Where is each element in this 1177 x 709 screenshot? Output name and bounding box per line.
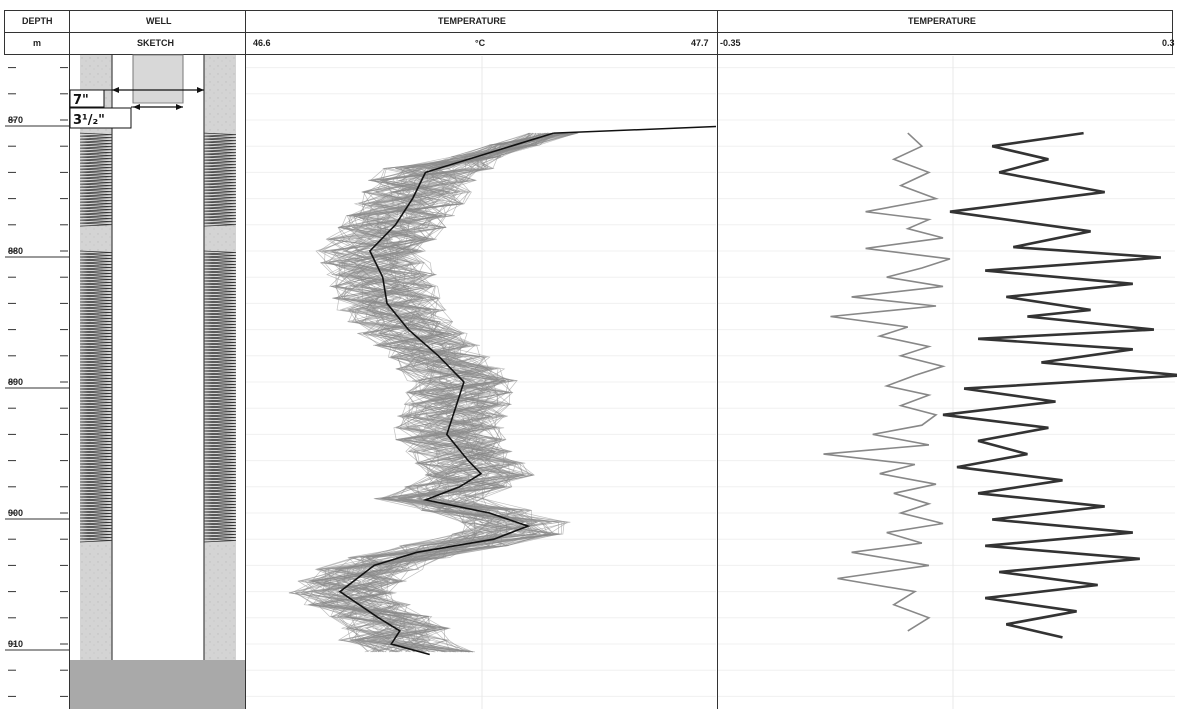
ensemble-line	[319, 132, 537, 653]
ensemble-line	[307, 133, 540, 653]
mean-temperature-line	[338, 132, 554, 656]
temperature-panel-2	[718, 56, 1177, 709]
inner-tubing	[132, 54, 184, 104]
ensemble-line	[313, 132, 574, 653]
ensemble-line	[310, 132, 538, 653]
borehole	[112, 55, 204, 660]
ensemble-line	[326, 132, 557, 653]
outer-casing-label: 7"	[73, 93, 89, 108]
depth-header: DEPTH	[22, 16, 53, 26]
ensemble-line	[338, 132, 530, 653]
outer-casing-box	[69, 89, 105, 108]
depth-unit: m	[33, 38, 41, 48]
temp1-max: 47.7	[691, 38, 709, 48]
outer-arrow-head-left	[112, 87, 119, 93]
sump	[70, 660, 245, 709]
temp1-min: 46.6	[253, 38, 271, 48]
ensemble-line	[326, 132, 540, 653]
depth-label: 880	[8, 246, 23, 256]
inner-casing-label: 3¹/₂"	[73, 113, 105, 128]
anomaly-thin-line	[823, 132, 951, 632]
inner-casing-box	[69, 107, 132, 129]
well-header: WELL	[146, 16, 172, 26]
ensemble-line	[321, 132, 563, 653]
temp2-max: 0.3	[1162, 38, 1175, 48]
depth-label: 890	[8, 377, 23, 387]
screen-slots	[203, 132, 237, 227]
depth-label: 900	[8, 508, 23, 518]
ensemble-line	[314, 132, 578, 653]
well-sketch: 7" 3¹/₂"	[69, 54, 245, 709]
outer-arrow-head-right	[197, 87, 204, 93]
screen-slots	[203, 250, 237, 543]
ensemble-line	[329, 132, 577, 653]
temp1-unit: °C	[475, 38, 486, 48]
screen-zigzags	[79, 132, 237, 543]
ensemble-line	[316, 132, 531, 653]
temp2-title: TEMPERATURE	[908, 16, 976, 26]
inner-arrow-head-right	[176, 104, 183, 110]
temp2-min: -0.35	[720, 38, 741, 48]
mean-top-spike	[553, 125, 717, 134]
depth-label: 910	[8, 639, 23, 649]
temp1-title: TEMPERATURE	[438, 16, 506, 26]
screen-slots	[79, 132, 113, 227]
ensemble-line	[301, 132, 556, 653]
ensemble-line	[312, 132, 548, 653]
depth-label: 870	[8, 115, 23, 125]
anomaly-thick-line	[942, 131, 1177, 639]
ensemble-lines	[288, 132, 579, 653]
temperature-panel-1	[246, 56, 717, 709]
well-subheader: SKETCH	[137, 38, 174, 48]
inner-arrow-head-left	[133, 104, 140, 110]
screen-slots	[79, 250, 113, 543]
depth-track: 870 880 890 900 910	[5, 67, 69, 697]
